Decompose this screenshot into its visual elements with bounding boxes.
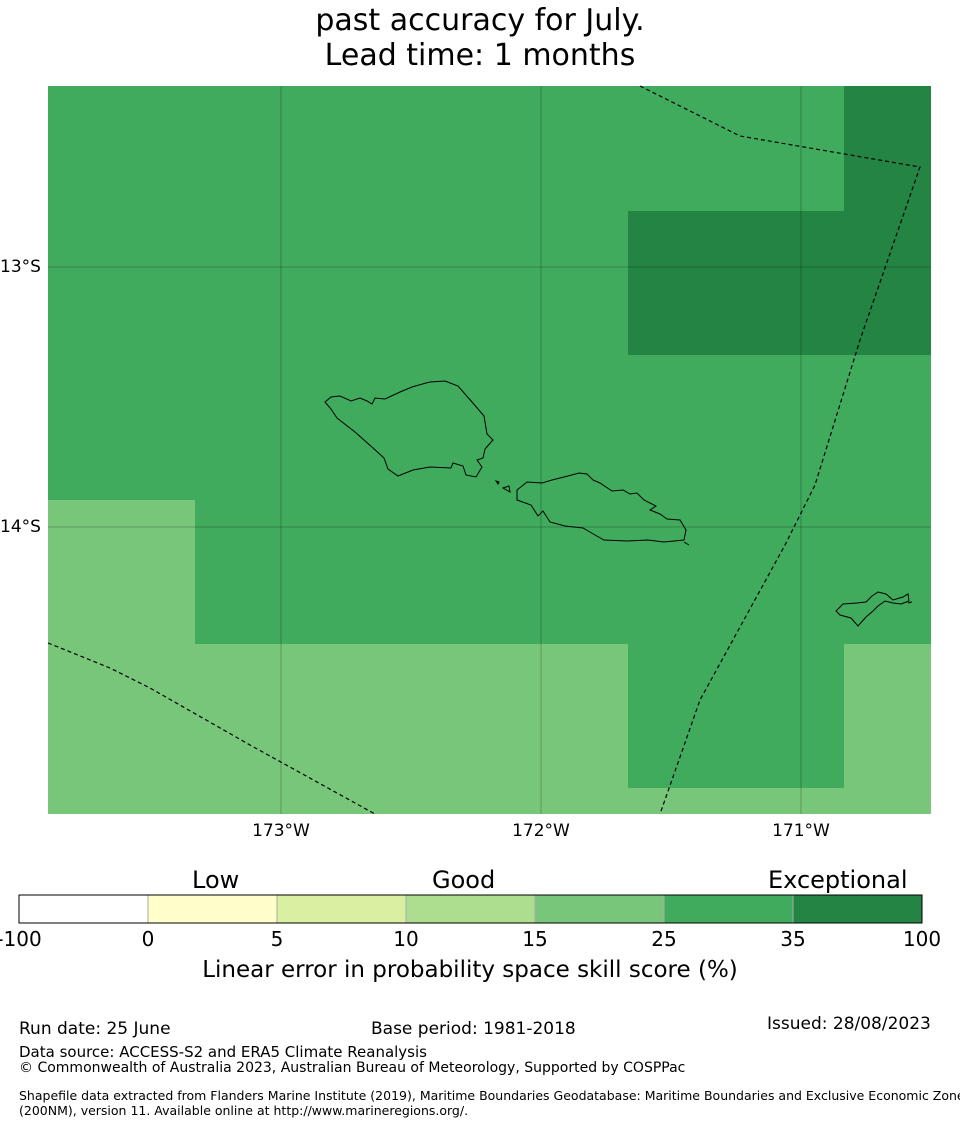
- eez-boundary-east: [639, 85, 921, 815]
- colorbar-category-good: Good: [432, 866, 496, 894]
- colorbar-tick-label: 5: [270, 927, 284, 951]
- colorbar-dividers: [147, 895, 794, 923]
- colorbar-swatch-6: [664, 895, 793, 923]
- shapefile-credit-line-1: Shapefile data extracted from Flanders M…: [19, 1088, 960, 1103]
- lat-label-13s: 13°S: [0, 257, 41, 277]
- colorbar-tick-label: 25: [651, 927, 677, 951]
- colorbar: [18, 894, 923, 924]
- eez-boundaries: [47, 85, 921, 815]
- colorbar-swatch-5: [535, 895, 664, 923]
- lat-label-14s: 14°S: [0, 517, 41, 537]
- cell-good-15-25-se: [844, 644, 931, 814]
- lon-label-171w: 171°W: [772, 821, 830, 841]
- manono-island: [501, 485, 511, 493]
- base-period: Base period: 1981-2018: [371, 1019, 576, 1039]
- colorbar-tick-label: 10: [393, 927, 419, 951]
- savaii-island: [324, 380, 494, 478]
- colorbar-swatch-2: [148, 895, 277, 923]
- colorbar-label: Linear error in probability space skill …: [202, 957, 738, 983]
- upolu-island: [516, 472, 687, 543]
- cell-exceptional-ne: [844, 86, 931, 211]
- colorbar-swatch-7: [793, 895, 922, 923]
- map-title-line-1: past accuracy for July.: [315, 3, 645, 38]
- colorbar-swatch-1: [19, 895, 148, 923]
- colorbar-tick-label: 15: [522, 927, 548, 951]
- copyright: © Commonwealth of Australia 2023, Austra…: [19, 1060, 686, 1076]
- colorbar-category-exceptional: Exceptional: [768, 866, 908, 894]
- apolima-island: [494, 480, 500, 485]
- eez-boundary-southwest: [47, 642, 376, 815]
- data-source: Data source: ACCESS-S2 and ERA5 Climate …: [19, 1043, 427, 1061]
- lon-label-173w: 173°W: [252, 821, 310, 841]
- colorbar-tick-label: 0: [141, 927, 155, 951]
- colorbar-frame: [18, 894, 923, 924]
- shapefile-credit-line-2: (200NM), version 11. Available online at…: [19, 1103, 469, 1118]
- graticule: [48, 86, 931, 814]
- map-title-line-2: Lead time: 1 months: [324, 38, 636, 73]
- colorbar-tick-label: -100: [0, 927, 42, 951]
- skill-cells: [48, 86, 931, 814]
- run-date: Run date: 25 June: [19, 1019, 171, 1039]
- cell-good-15-25-s: [628, 788, 844, 814]
- upolu-islet: [683, 541, 690, 546]
- colorbar-tick-label: 35: [780, 927, 806, 951]
- cell-exceptional-e: [628, 211, 931, 355]
- colorbar-swatch-3: [277, 895, 406, 923]
- cell-good-15-25-sw: [48, 644, 628, 814]
- coastlines: [324, 380, 913, 627]
- colorbar-category-low: Low: [192, 866, 240, 894]
- lon-label-172w: 172°W: [512, 821, 570, 841]
- aunuu-islet: [907, 601, 913, 604]
- colorbar-tick-label: 100: [902, 927, 942, 951]
- tutuila-island: [835, 591, 910, 627]
- colorbar-swatch-4: [406, 895, 535, 923]
- cell-good-15-25-w: [48, 500, 195, 644]
- issued-date: Issued: 28/08/2023: [767, 1014, 931, 1034]
